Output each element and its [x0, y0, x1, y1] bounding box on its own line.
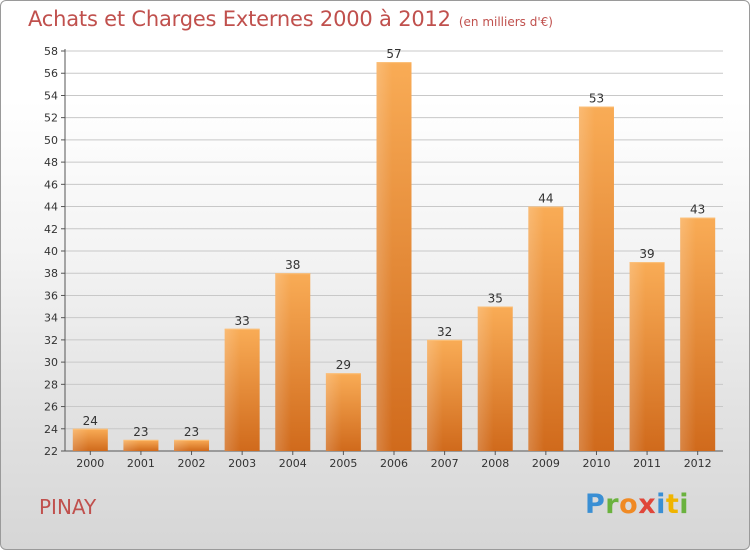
y-tick-label: 34 [44, 312, 58, 325]
proxiti-logo: Proxiti [585, 489, 689, 520]
bar-highlight [680, 217, 696, 451]
data-label: 23 [133, 425, 148, 439]
logo-letter: o [619, 489, 639, 520]
logo-letter: i [656, 489, 666, 520]
data-label: 29 [336, 358, 351, 372]
bar-highlight [427, 339, 443, 451]
y-tick-labels: 22 24 26 28 30 32 34 36 38 40 42 44 46 48 50 52 54 56 58 [44, 45, 58, 458]
x-tick-label: 2009 [532, 457, 560, 470]
x-tick-label: 2005 [329, 457, 357, 470]
data-label: 23 [184, 425, 199, 439]
data-label: 44 [538, 192, 553, 206]
logo-letter: r [605, 489, 620, 520]
y-tick-label: 44 [44, 201, 58, 214]
x-tick-label: 2003 [228, 457, 256, 470]
x-tick-label: 2011 [633, 457, 661, 470]
y-tick-label: 28 [44, 378, 58, 391]
y-tick-label: 56 [44, 67, 58, 80]
bar-highlight [123, 439, 140, 451]
y-tick-label: 52 [44, 112, 58, 125]
y-tick-label: 30 [44, 356, 58, 369]
data-label: 35 [488, 292, 503, 306]
x-tick-label: 2000 [76, 457, 104, 470]
bar-highlight [528, 206, 545, 451]
y-tick-label: 42 [44, 223, 58, 236]
data-label: 32 [437, 325, 452, 339]
data-labels: 24 23 23 33 38 29 57 32 35 44 53 39 43 [83, 47, 706, 439]
x-tick-label: 2012 [684, 457, 712, 470]
data-label: 33 [235, 314, 250, 328]
data-label: 43 [690, 203, 705, 217]
y-tick-label: 24 [44, 423, 58, 436]
y-tick-label: 46 [44, 178, 58, 191]
data-label: 38 [285, 258, 300, 272]
bar-highlight [72, 428, 89, 451]
logo-letter: t [665, 489, 680, 520]
logo-letter: i [679, 489, 690, 520]
y-tick-label: 48 [44, 156, 58, 169]
chart-title: Achats et Charges Externes 2000 à 2012 (e… [28, 7, 553, 31]
data-label: 57 [386, 47, 401, 61]
x-tick-labels: 2000 2001 2002 2003 2004 2005 2006 2007 2008 2009… [76, 457, 711, 470]
chart-unit: (en milliers d'€) [458, 15, 553, 29]
x-tick-label: 2010 [582, 457, 610, 470]
data-label: 24 [83, 414, 98, 428]
x-tick-label: 2007 [431, 457, 459, 470]
bar-highlight [578, 106, 595, 452]
y-tick-label: 22 [44, 445, 58, 458]
y-tick-label: 54 [44, 89, 58, 102]
town-name: PINAY [39, 495, 97, 519]
x-tick-label: 2008 [481, 457, 509, 470]
logo-letter: P [585, 489, 606, 520]
y-tick-label: 50 [44, 134, 58, 147]
bar-highlight [477, 306, 494, 451]
y-tick-label: 40 [44, 245, 58, 258]
x-tick-label: 2001 [127, 457, 155, 470]
data-label: 53 [589, 92, 604, 106]
y-tick-label: 36 [44, 289, 58, 302]
bar-highlight [275, 273, 292, 451]
x-tick-label: 2004 [279, 457, 307, 470]
chart-title-text: Achats et Charges Externes 2000 à 2012 [28, 7, 451, 31]
bar-highlight [174, 439, 190, 451]
x-tick-label: 2002 [178, 457, 206, 470]
bars [72, 62, 716, 452]
y-tick-label: 26 [44, 401, 58, 414]
x-tick-label: 2006 [380, 457, 408, 470]
bar-highlight [629, 262, 646, 451]
bar-2001 [123, 439, 159, 451]
bar-highlight [376, 62, 393, 451]
y-tick-label: 38 [44, 267, 58, 280]
logo-letter: x [638, 489, 657, 520]
y-tick-label: 58 [44, 45, 58, 58]
bar-highlight [224, 328, 241, 451]
data-label: 39 [639, 247, 654, 261]
y-tick-label: 32 [44, 334, 58, 347]
bar-2002 [174, 439, 210, 451]
bar-highlight [325, 373, 342, 451]
